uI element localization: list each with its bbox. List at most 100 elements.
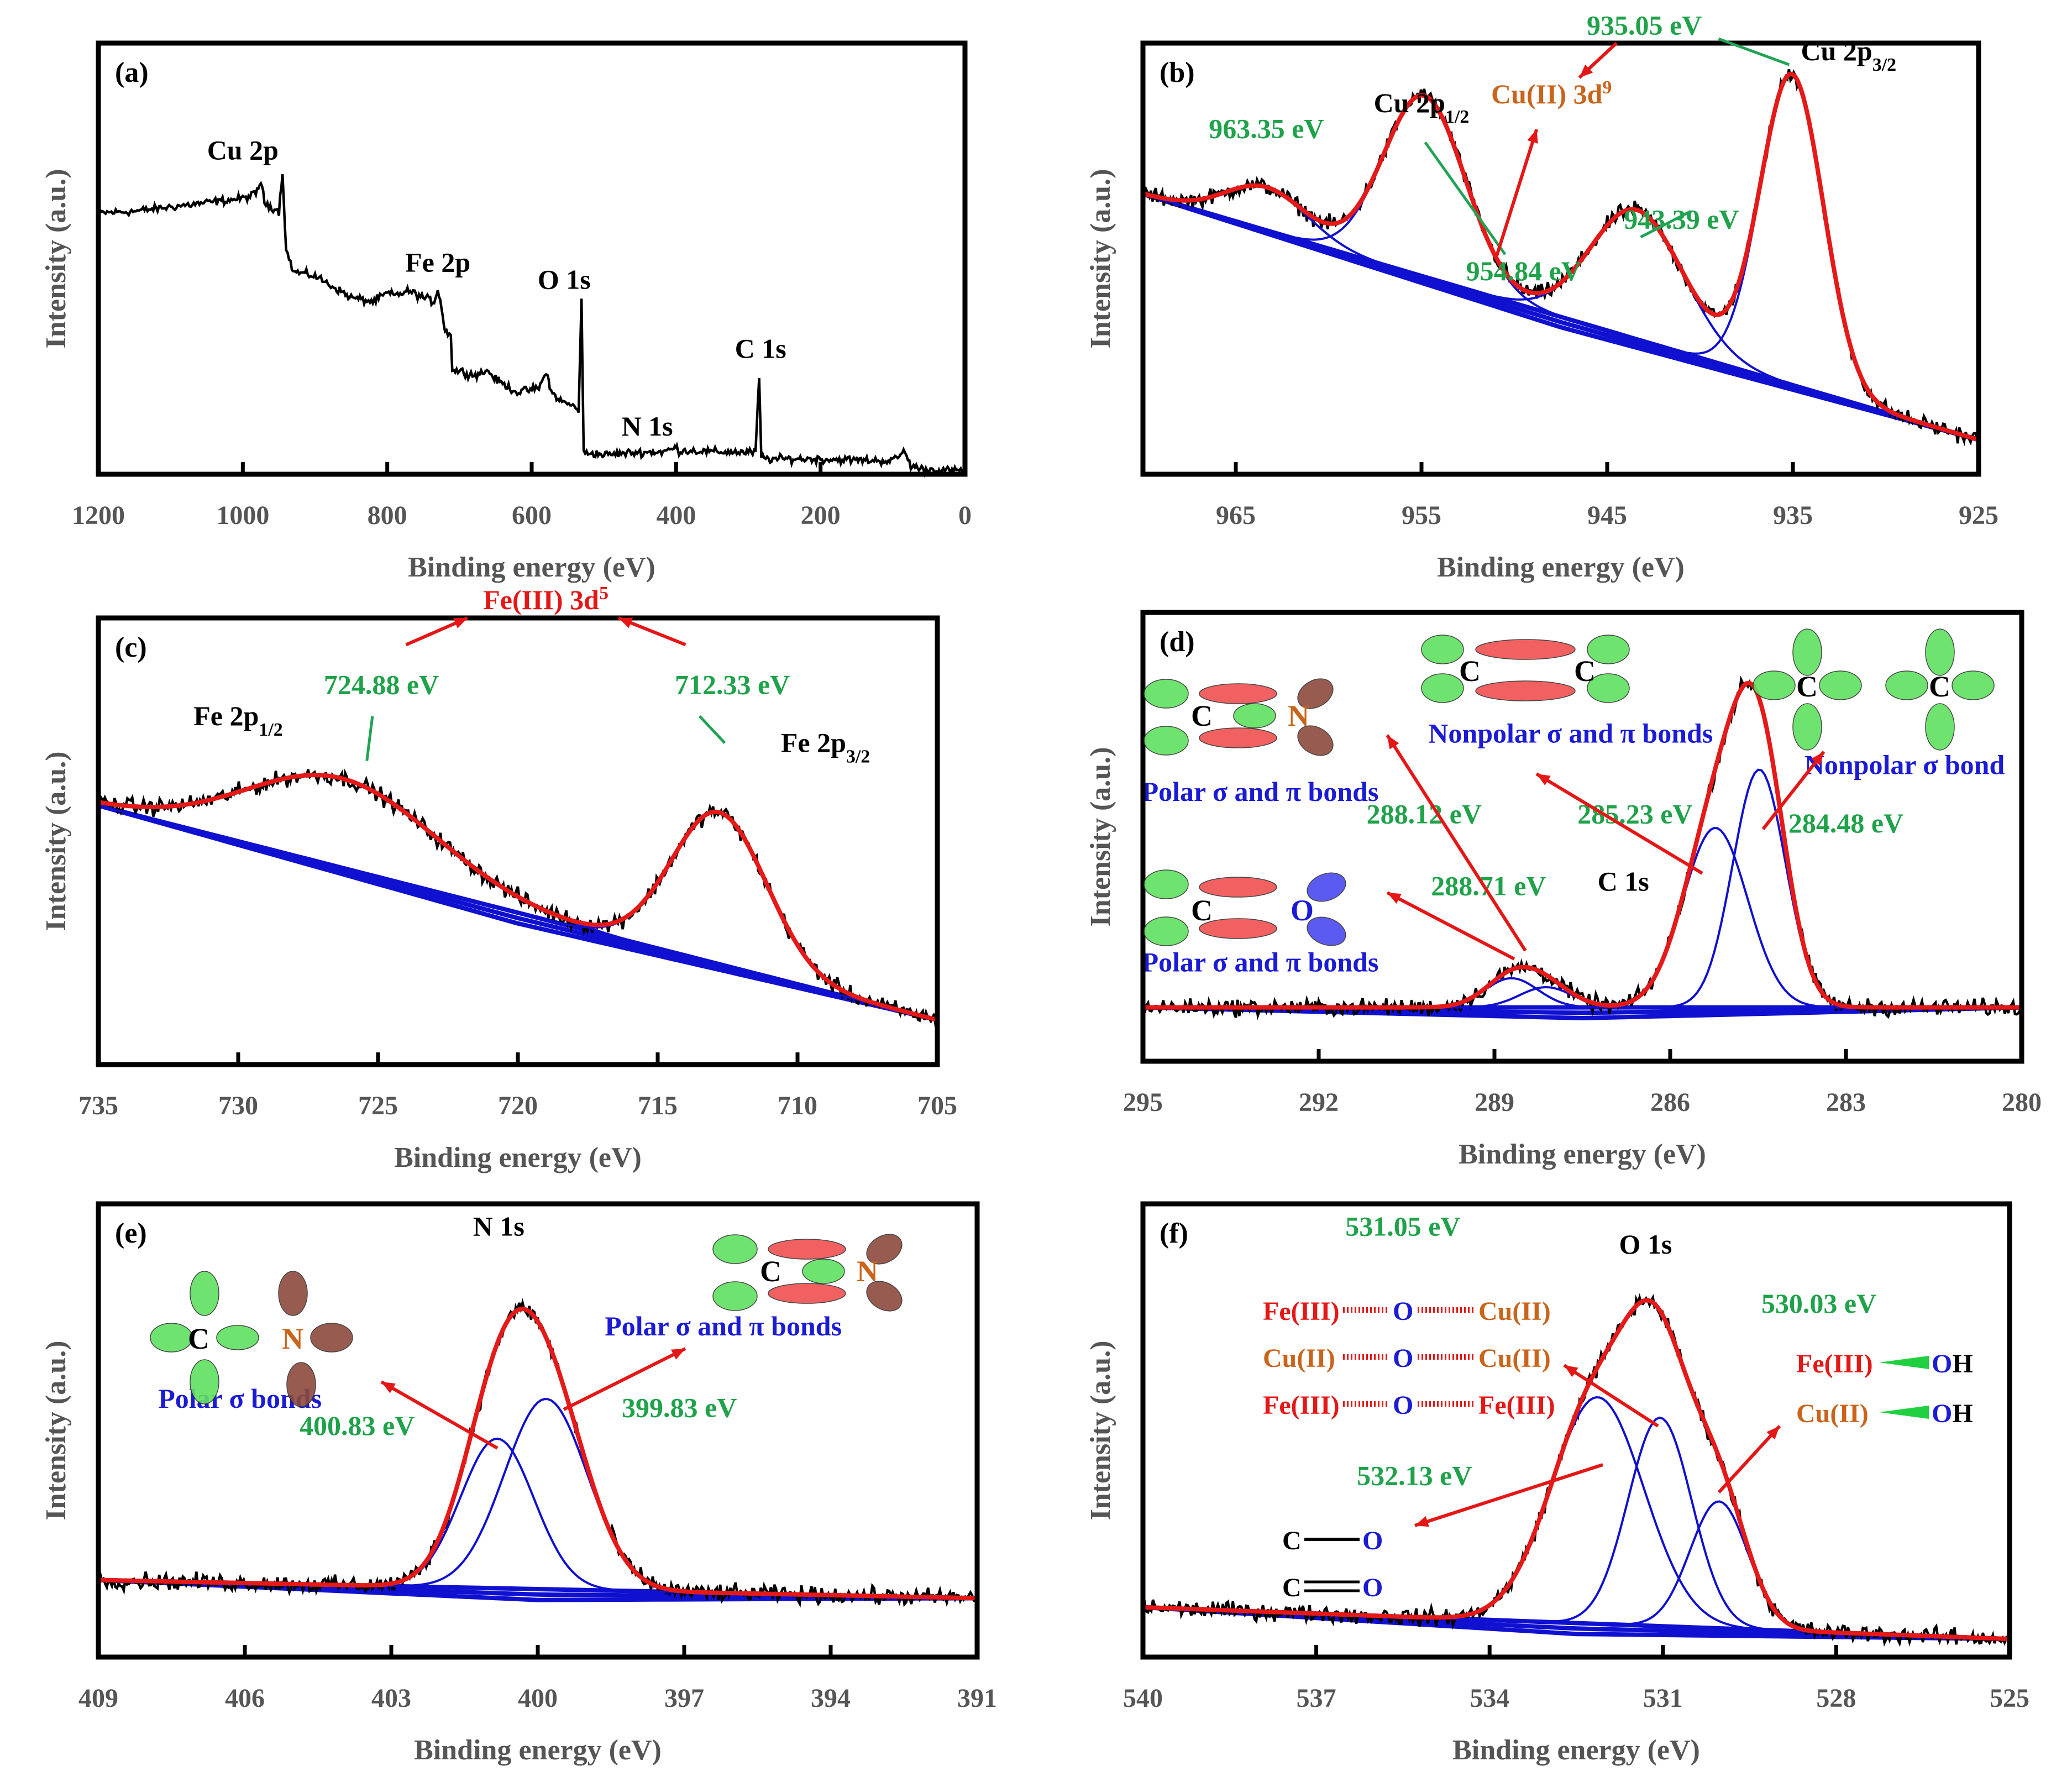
peak-annotation: 285.23 eV [1577, 799, 1692, 830]
orbital-lobe [1233, 703, 1276, 728]
y-axis-label: Intensity (a.u.) [1085, 169, 1116, 348]
superscript: 9 [1602, 77, 1612, 98]
orbital-lobe [310, 1323, 353, 1353]
hydroxyl-group-label: OH [1932, 1349, 1973, 1379]
fit-envelope [1142, 1298, 2010, 1642]
panel-c: Binding energy (eV) Intensity (a.u.) 735 73… [40, 583, 957, 1173]
y-axis-label: Intensity (a.u.) [1085, 747, 1116, 926]
orbital-lobe [1587, 673, 1630, 703]
oxygen-label: O [1393, 1297, 1413, 1326]
arrow-head [1387, 735, 1399, 750]
panel-label: (c) [115, 632, 147, 663]
orbital-lobe [1885, 670, 1928, 700]
peak-annotation: 963.35 eV [1209, 113, 1324, 144]
peak-annotation: N 1s [622, 411, 673, 442]
bond-left-label: Fe(III) [1263, 1391, 1340, 1420]
carbonyl-carbon-label: C [1282, 1573, 1302, 1602]
arrow [1494, 129, 1539, 259]
subscript: 3/2 [846, 746, 870, 767]
wedge-bond [1879, 1356, 1929, 1369]
peak-annotation: Cu(II) 3d9 [1491, 77, 1612, 110]
orbital-lobe [1143, 916, 1189, 946]
peak-annotation: 724.88 eV [324, 669, 439, 700]
orbital-lobe [1952, 670, 1995, 700]
leader-line [365, 716, 374, 761]
x-tick-label: 600 [512, 501, 552, 530]
x-tick-label: 537 [1297, 1684, 1336, 1713]
arrow [1563, 1364, 1659, 1428]
plot-frame [1140, 610, 2024, 1064]
panel-d: Binding energy (eV) Intensity (a.u.) 295 29… [1085, 610, 2042, 1170]
x-axis-label: Binding energy (eV) [1459, 1139, 1706, 1170]
atom-label-carbon: C [760, 1255, 781, 1288]
panel-b: Binding energy (eV) Intensity (a.u.) 965 95… [1085, 9, 1998, 583]
arrow-head [1564, 1365, 1578, 1377]
x-tick-label: 730 [218, 1091, 258, 1120]
x-tick-label: 397 [664, 1684, 704, 1713]
peak-annotation: 530.03 eV [1761, 1288, 1876, 1319]
orbital-lobe [712, 1281, 758, 1311]
atom-label-nitrogen: N [857, 1255, 878, 1288]
x-tick-label: 720 [498, 1091, 538, 1120]
peak-annotation: Fe(III) 3d5 [483, 583, 609, 615]
atom-label-oxygen: O [1291, 894, 1314, 927]
x-tick-label: 280 [2002, 1088, 2042, 1117]
peak-annotation: Polar σ and π bonds [605, 1311, 842, 1341]
panel-label: (b) [1160, 57, 1195, 88]
peak-annotation: 712.33 eV [675, 669, 790, 700]
x-tick-label: 705 [917, 1091, 957, 1120]
subscript: 1/2 [259, 719, 282, 740]
subscript: 1/2 [1445, 106, 1469, 127]
leader-line [699, 715, 726, 744]
atom-label-carbon: C [1796, 670, 1818, 703]
peak-annotation: Cu 2p1/2 [1374, 87, 1470, 127]
x-tick-label: 935 [1773, 501, 1813, 530]
x-tick-label: 200 [801, 501, 841, 530]
peak-annotation: Nonpolar σ bond [1805, 749, 2005, 780]
orbital-lobe [1792, 703, 1822, 751]
arrow-head [1811, 752, 1824, 766]
orbital-lobe [1753, 670, 1796, 700]
arrow [380, 1380, 499, 1450]
orbital-lobe [216, 1325, 259, 1350]
fit-envelope [1142, 71, 1980, 442]
orbital-lobe [1307, 916, 1346, 946]
orbital-lobe [1199, 683, 1277, 704]
y-axis-label: Intensity (a.u.) [40, 1340, 72, 1520]
fit-component-1 [98, 1437, 978, 1600]
x-tick-label: 534 [1470, 1684, 1509, 1713]
hydroxyl-metal-label: Fe(III) [1796, 1349, 1873, 1379]
bond-left-label: Cu(II) [1263, 1344, 1335, 1373]
x-tick-label: 1000 [216, 501, 269, 530]
plot-frame [96, 40, 968, 477]
x-tick-label: 283 [1826, 1088, 1866, 1117]
panel-a: Binding energy (eV) Intensity (a.u.) 1200 1… [40, 40, 972, 583]
arrow-head [381, 1382, 396, 1393]
orbital-lobe [1199, 877, 1277, 898]
peak-annotation: N 1s [473, 1210, 524, 1241]
x-tick-label: 945 [1587, 501, 1627, 530]
hydroxyl-group-label: OH [1932, 1399, 1973, 1428]
x-tick-label: 289 [1475, 1088, 1514, 1117]
arrow [1535, 772, 1703, 875]
peak-annotation: 399.83 eV [622, 1392, 737, 1423]
x-tick-label: 286 [1650, 1088, 1690, 1117]
atom-label-carbon: C [1929, 670, 1950, 703]
subscript: 3/2 [1872, 55, 1896, 75]
fit-envelope [98, 773, 938, 1023]
arrow-head [618, 617, 633, 628]
peak-annotation: 532.13 eV [1357, 1460, 1472, 1491]
plot-frame [1140, 40, 1981, 477]
arrow-head [671, 1349, 685, 1360]
x-tick-label: 725 [358, 1091, 398, 1120]
arrow [1386, 734, 1527, 952]
bond-right-label: Cu(II) [1478, 1297, 1551, 1326]
orbital-lobe [802, 1259, 845, 1284]
atom-label-carbon: C [1191, 894, 1213, 927]
arrow-head [1415, 1516, 1429, 1527]
hydroxyl-oxygen: O [1932, 1349, 1952, 1379]
x-tick-label: 394 [811, 1684, 851, 1713]
x-tick-label: 406 [225, 1684, 265, 1713]
x-tick-label: 540 [1123, 1684, 1163, 1713]
survey-spectrum [97, 174, 965, 478]
